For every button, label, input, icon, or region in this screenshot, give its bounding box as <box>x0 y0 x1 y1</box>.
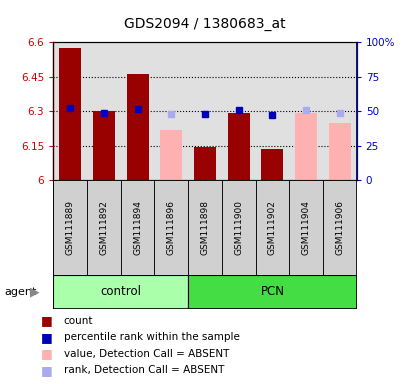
Bar <box>53 180 87 275</box>
Bar <box>126 74 148 180</box>
Bar <box>59 48 81 180</box>
Text: rank, Detection Call = ABSENT: rank, Detection Call = ABSENT <box>63 365 223 375</box>
Bar <box>188 275 356 309</box>
Bar <box>227 113 249 180</box>
Bar <box>221 180 255 275</box>
Bar <box>261 149 283 180</box>
Bar <box>328 123 350 180</box>
Bar <box>53 275 188 309</box>
Text: GSM111889: GSM111889 <box>65 200 74 255</box>
Text: value, Detection Call = ABSENT: value, Detection Call = ABSENT <box>63 349 228 359</box>
Bar <box>160 130 182 180</box>
Bar <box>87 180 120 275</box>
Text: ■: ■ <box>41 347 53 360</box>
Text: ■: ■ <box>41 364 53 377</box>
Bar <box>289 180 322 275</box>
Text: ▶: ▶ <box>30 285 40 298</box>
Text: GSM111896: GSM111896 <box>166 200 175 255</box>
Text: GDS2094 / 1380683_at: GDS2094 / 1380683_at <box>124 17 285 31</box>
Text: control: control <box>100 285 141 298</box>
Text: ■: ■ <box>41 331 53 344</box>
Text: PCN: PCN <box>260 285 284 298</box>
Text: GSM111904: GSM111904 <box>301 200 310 255</box>
Text: count: count <box>63 316 93 326</box>
Bar <box>93 111 115 180</box>
Bar <box>120 180 154 275</box>
Text: GSM111906: GSM111906 <box>335 200 344 255</box>
Bar <box>154 180 188 275</box>
Text: percentile rank within the sample: percentile rank within the sample <box>63 332 239 342</box>
Bar <box>255 180 289 275</box>
Text: GSM111902: GSM111902 <box>267 200 276 255</box>
Bar <box>188 180 221 275</box>
Bar <box>322 180 356 275</box>
Text: GSM111898: GSM111898 <box>200 200 209 255</box>
Bar <box>193 147 216 180</box>
Bar <box>294 113 316 180</box>
Text: GSM111900: GSM111900 <box>234 200 243 255</box>
Text: agent: agent <box>4 287 36 297</box>
Text: ■: ■ <box>41 314 53 327</box>
Text: GSM111894: GSM111894 <box>133 200 142 255</box>
Text: GSM111892: GSM111892 <box>99 200 108 255</box>
